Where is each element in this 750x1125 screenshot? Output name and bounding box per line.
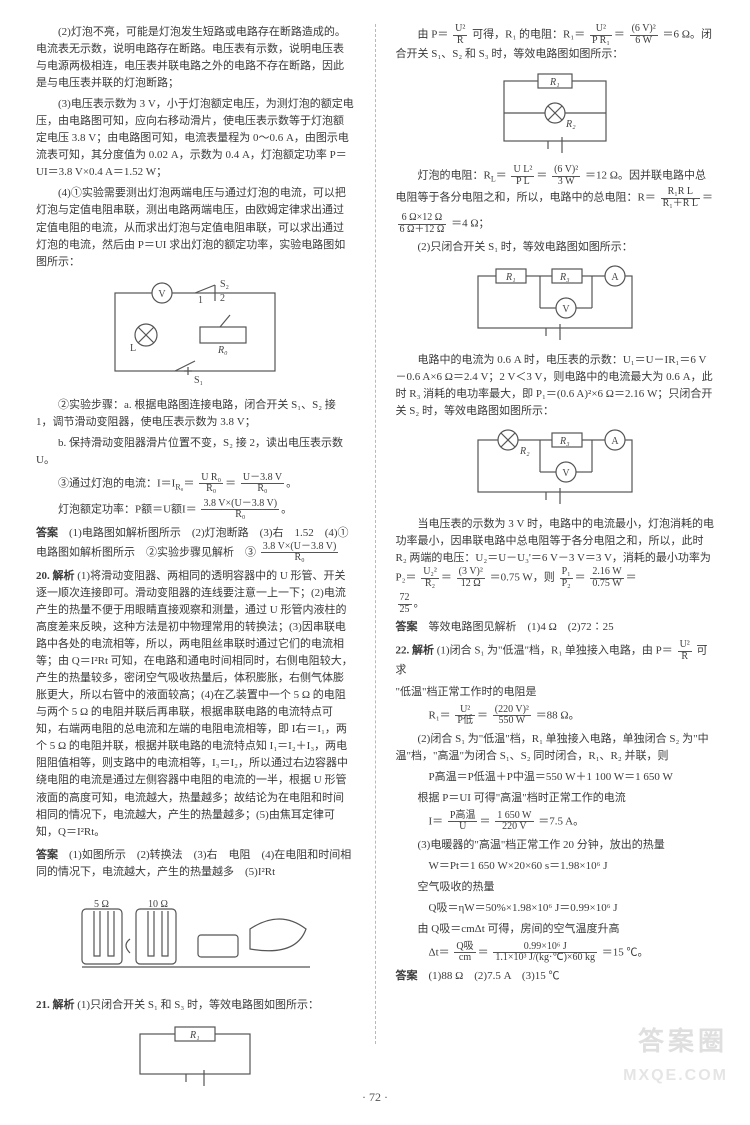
q19-p4: (4)①实验需要测出灯泡两端电压与通过灯泡的电流，可以把灯泡与定值电阻串联，测出… bbox=[36, 185, 355, 270]
q19-answer: 答案 (1)电路图如解析图所示 (2)灯泡断路 (3)右 1.52 (4)①电路… bbox=[36, 525, 355, 564]
right-column: 由 P＝ U²R 可得，R₁ 的电阻：R₁＝ U²P R₁＝ (6 V)²6 W… bbox=[396, 24, 715, 1044]
svg-text:V: V bbox=[562, 304, 570, 315]
svg-text:V: V bbox=[159, 289, 167, 300]
page-number: · 72 · bbox=[0, 1088, 750, 1107]
q22-p5: (3)电暖器的"高温"档正常工作 20 分钟，放出的热量 bbox=[396, 837, 715, 854]
circuit-diagram-b: R₁ R₃ A V bbox=[460, 264, 650, 344]
apparatus-diagram: 5 Ω 10 Ω bbox=[70, 889, 320, 989]
q19-p6b: 灯泡额定功率：P额＝U额I＝ 3.8 V×(U－3.8 V)R₀。 bbox=[36, 499, 355, 521]
column-divider bbox=[375, 24, 376, 1044]
svg-text:R₂: R₂ bbox=[519, 446, 530, 457]
r-p2b: 6 Ω×12 Ω6 Ω＋12 Ω ＝4 Ω； bbox=[396, 213, 715, 235]
svg-text:V: V bbox=[562, 468, 570, 479]
left-column: (2)灯泡不亮，可能是灯泡发生短路或电路存在断路造成的。电流表无示数，说明电路存… bbox=[36, 24, 355, 1044]
q22-e2: P高温＝P低温＋P中温＝550 W＋1 100 W＝1 650 W bbox=[396, 769, 715, 786]
q19-p5a: ②实验步骤：a. 根据电路图连接电路，闭合开关 S₁、S₂ 接 1，调节滑动变阻… bbox=[36, 397, 355, 431]
q22: 22. 解析 (1)闭合 S₁ 为"低温"档，R₁ 单独接入电路，由 P＝ U²… bbox=[396, 640, 715, 679]
svg-text:S₁: S₁ bbox=[194, 375, 203, 386]
q22-answer: 答案 (1)88 Ω (2)7.5 A (3)15 ℃ bbox=[396, 968, 715, 985]
r-p5: 当电压表的示数为 3 V 时，电路中的电流最小，灯泡消耗的电功率最小，因串联电路… bbox=[396, 516, 715, 589]
circuit-diagram-c: R₂ R₃ A V bbox=[460, 428, 650, 508]
svg-text:R₀: R₀ bbox=[217, 345, 228, 356]
svg-text:R₁: R₁ bbox=[189, 1030, 200, 1041]
svg-text:R₂: R₂ bbox=[565, 119, 576, 130]
svg-text:R₃: R₃ bbox=[559, 436, 570, 447]
r-p4: 电路中的电流为 0.6 A 时，电压表的示数：U₁＝U－IR₁＝6 V－0.6 … bbox=[396, 352, 715, 420]
svg-text:R₃: R₃ bbox=[559, 272, 570, 283]
q21-answer: 答案 等效电路图见解析 (1)4 Ω (2)72∶25 bbox=[396, 619, 715, 636]
r-p3: (2)只闭合开关 S₁ 时，等效电路图如图所示： bbox=[396, 239, 715, 256]
svg-text:L: L bbox=[130, 343, 136, 354]
circuit-diagram-1: V S₂ 2 1 L R₀ S₁ bbox=[90, 279, 300, 389]
r-p1: 由 P＝ U²R 可得，R₁ 的电阻：R₁＝ U²P R₁＝ (6 V)²6 W… bbox=[396, 24, 715, 63]
q20: 20. 解析 (1)将滑动变阻器、两相同的透明容器中的 U 形管、开关逐一顺次连… bbox=[36, 568, 355, 841]
q22-p3: (2)闭合 S₁ 为"低温"档，R₁ 单独接入电路，单独闭合 S₂ 为"中温"档… bbox=[396, 731, 715, 765]
svg-text:R₁: R₁ bbox=[505, 272, 516, 283]
svg-text:10 Ω: 10 Ω bbox=[148, 899, 168, 910]
svg-text:5 Ω: 5 Ω bbox=[94, 899, 109, 910]
q22-e1: R₁＝ U²P低＝ (220 V)²550 W ＝88 Ω。 bbox=[396, 705, 715, 727]
q19-p2: (2)灯泡不亮，可能是灯泡发生短路或电路存在断路造成的。电流表无示数，说明电路存… bbox=[36, 24, 355, 92]
q22-p6: 空气吸收的热量 bbox=[396, 879, 715, 896]
r-p5c: 7225。 bbox=[396, 593, 715, 615]
q22-e3: I＝ P高温U＝ 1 650 W220 V ＝7.5 A。 bbox=[396, 811, 715, 833]
q22-p7: 由 Q吸＝cmΔt 可得，房间的空气温度升高 bbox=[396, 921, 715, 938]
q22-p2: "低温"档正常工作时的电阻是 bbox=[396, 684, 715, 701]
watermark-1: 答案圈 bbox=[638, 1021, 728, 1061]
svg-text:S₂: S₂ bbox=[220, 279, 229, 290]
circuit-diagram-simple: R₁ bbox=[120, 1022, 270, 1092]
q19-p6a: ③通过灯泡的电流：I＝IR₀＝ U R₀R₀＝ U－3.8 VR₀。 bbox=[36, 473, 355, 495]
q22-e6: Δt＝ Q吸cm＝ 0.99×10⁶ J1.1×10³ J/(kg·℃)×60 … bbox=[396, 942, 715, 964]
q22-e4: W＝Pt＝1 650 W×20×60 s＝1.98×10⁶ J bbox=[396, 858, 715, 875]
r-p2: 灯泡的电阻：RL＝ U L²P L＝ (6 V)²3 W ＝12 Ω。因并联电路… bbox=[396, 165, 715, 209]
q22-p4: 根据 P＝UI 可得"高温"档时正常工作的电流 bbox=[396, 790, 715, 807]
content-columns: (2)灯泡不亮，可能是灯泡发生短路或电路存在断路造成的。电流表无示数，说明电路存… bbox=[36, 24, 714, 1044]
svg-text:A: A bbox=[611, 272, 619, 283]
q20-answer: 答案 (1)如图所示 (2)转换法 (3)右 电阻 (4)在电阻和时间相同的情况… bbox=[36, 847, 355, 881]
circuit-diagram-a: R₁ R₂ bbox=[480, 71, 630, 157]
svg-text:1: 1 bbox=[198, 295, 203, 306]
q22-e5: Q吸＝ηW＝50%×1.98×10⁶ J＝0.99×10⁶ J bbox=[396, 900, 715, 917]
q19-p3: (3)电压表示数为 3 V，小于灯泡额定电压，为测灯泡的额定电压，由电路图可知，… bbox=[36, 96, 355, 181]
svg-text:2: 2 bbox=[220, 293, 225, 304]
q21: 21. 解析 (1)只闭合开关 S₁ 和 S₃ 时，等效电路图如图所示： bbox=[36, 997, 355, 1014]
svg-text:A: A bbox=[611, 436, 619, 447]
watermark-2: MXQE.COM bbox=[623, 1064, 728, 1089]
svg-text:R₁: R₁ bbox=[549, 77, 560, 88]
q19-p5b: b. 保持滑动变阻器滑片位置不变，S₂ 接 2，读出电压表示数 U。 bbox=[36, 435, 355, 469]
